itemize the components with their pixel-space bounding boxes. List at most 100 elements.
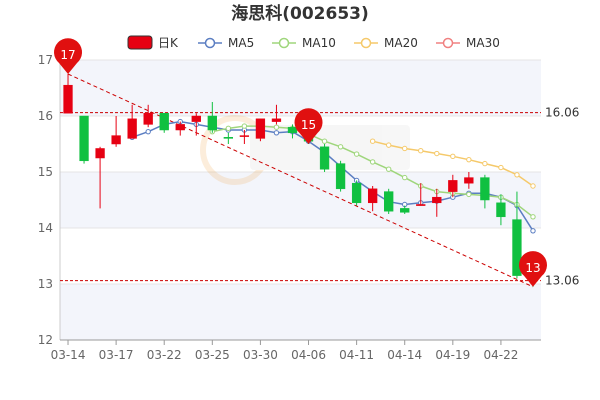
ma10-point xyxy=(402,174,408,181)
ma20-point xyxy=(482,160,488,167)
ma20-point xyxy=(369,138,376,144)
candle-body xyxy=(335,163,346,190)
x-tick-label: 04-14 xyxy=(387,348,422,362)
price-pin xyxy=(294,108,323,144)
candle-body xyxy=(448,180,458,192)
ma5-point xyxy=(273,130,280,136)
ma10-point xyxy=(321,138,328,144)
trend-line xyxy=(67,73,534,288)
candle-body xyxy=(367,188,378,204)
candle-body xyxy=(175,124,185,131)
candle-body xyxy=(287,126,298,134)
ma10-point xyxy=(337,144,344,150)
candle-body xyxy=(319,146,330,170)
legend-label: MA10 xyxy=(302,36,336,50)
downtrend-line xyxy=(67,73,534,288)
legend: 日K MA5 MA10 MA20 MA30 xyxy=(127,35,500,50)
price-pin-label: 15 xyxy=(301,118,316,132)
candle-body xyxy=(400,208,410,213)
band xyxy=(60,172,541,228)
ma5-point xyxy=(530,228,536,234)
legend-label: 日K xyxy=(158,36,179,50)
candle-body xyxy=(239,135,250,137)
candle-body xyxy=(496,202,506,218)
legend-label: MA5 xyxy=(228,36,254,50)
legend-label: MA30 xyxy=(466,36,500,50)
y-tick-label: 12 xyxy=(38,333,53,347)
ma10-point xyxy=(369,159,376,165)
x-tick-label: 03-30 xyxy=(243,348,278,362)
candle-body xyxy=(159,112,169,131)
candle-body xyxy=(480,177,490,201)
candle-body xyxy=(127,118,137,139)
ma10-point xyxy=(241,123,248,129)
ma10-point xyxy=(530,214,536,220)
candle-body xyxy=(191,115,201,122)
x-axis: 03-14 03-17 03-22 03-25 03-30 04-06 04-11 04-14… xyxy=(51,340,518,362)
ma10-point xyxy=(353,151,360,157)
legend-swatch-kline xyxy=(127,35,153,50)
price-pins: 17 15 13 xyxy=(54,38,547,287)
candle-body xyxy=(384,191,394,212)
ma20-point xyxy=(450,153,456,160)
x-tick-label: 04-06 xyxy=(291,348,326,362)
x-tick-label: 03-17 xyxy=(99,348,134,362)
candle-body xyxy=(63,84,73,114)
reference-label: 13.06 xyxy=(545,274,579,288)
ma10-point xyxy=(225,125,232,132)
background-bands xyxy=(60,60,541,340)
legend-swatch-marker xyxy=(278,37,290,49)
price-pin xyxy=(518,251,547,287)
candle-body xyxy=(432,196,442,204)
candle-body xyxy=(111,135,121,145)
candle-body xyxy=(464,177,474,184)
ma5-point xyxy=(145,128,151,135)
ma20-point xyxy=(385,142,392,148)
band xyxy=(60,284,541,340)
x-tick-label: 04-11 xyxy=(339,348,374,362)
legend-swatch-marker xyxy=(442,37,454,49)
legend-swatch-marker xyxy=(204,37,216,49)
ma20-point xyxy=(498,164,504,171)
ma20-point xyxy=(402,145,408,152)
watermark-logo xyxy=(200,115,270,185)
ma10-point xyxy=(385,166,392,172)
watermark xyxy=(200,115,410,185)
y-tick-label: 17 xyxy=(38,53,53,67)
y-tick-label: 16 xyxy=(38,109,53,123)
candle-body xyxy=(512,219,522,276)
ma20-point xyxy=(530,183,536,189)
legend-label: MA20 xyxy=(384,36,418,50)
watermark-mark xyxy=(250,125,410,170)
candle-body xyxy=(79,115,89,162)
y-tick-label: 15 xyxy=(38,165,53,179)
candles xyxy=(63,74,538,287)
ma10-point xyxy=(273,124,280,130)
y-tick-label: 14 xyxy=(38,221,53,235)
x-tick-label: 04-19 xyxy=(435,348,470,362)
y-tick-label: 13 xyxy=(38,277,53,291)
x-tick-label: 03-14 xyxy=(51,348,86,362)
ma20-point xyxy=(514,172,520,178)
grid-lines xyxy=(59,59,541,341)
x-tick-label: 03-25 xyxy=(195,348,230,362)
ma20-point xyxy=(434,150,440,157)
chart-title: 海思科(002653) xyxy=(231,3,369,24)
price-pin-label: 17 xyxy=(60,48,75,62)
reference-label: 16.06 xyxy=(545,106,579,120)
x-tick-label: 03-22 xyxy=(147,348,182,362)
candle-body xyxy=(143,112,153,125)
candle-body xyxy=(255,118,266,139)
x-tick-label: 04-22 xyxy=(483,348,518,362)
candle-body xyxy=(95,148,105,159)
candle-body xyxy=(351,182,362,204)
legend-swatch-marker xyxy=(360,37,372,49)
ma10-point xyxy=(466,191,472,198)
candle-body xyxy=(223,137,234,139)
ma20-point xyxy=(466,156,472,163)
candle-body xyxy=(271,118,282,122)
ma20-point xyxy=(418,148,424,154)
price-pin xyxy=(54,38,83,74)
price-pin-label: 13 xyxy=(525,261,540,275)
